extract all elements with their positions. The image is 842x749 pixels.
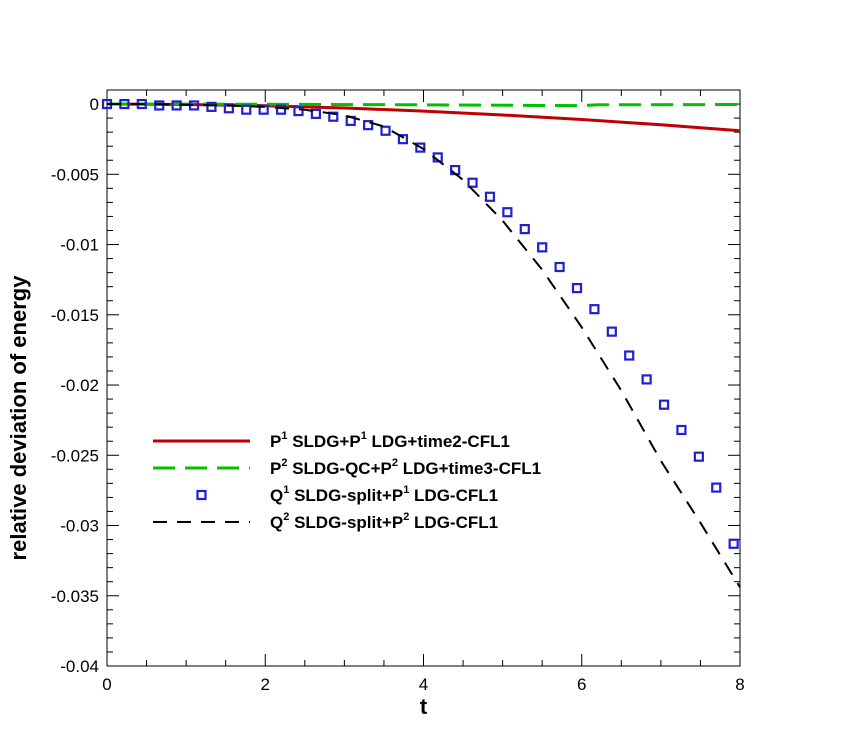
legend-text-part: LDG-CFL1 xyxy=(409,486,498,505)
data-point-marker xyxy=(728,538,739,549)
data-point-marker xyxy=(606,326,617,337)
data-point-marker xyxy=(397,134,409,145)
legend-text-part: SLDG-split+P xyxy=(289,513,403,532)
data-point-marker xyxy=(223,103,234,114)
data-point-marker xyxy=(328,111,339,122)
data-point-marker xyxy=(310,108,321,119)
legend-entry: Q1 SLDG-split+P1 LDG-CFL1 xyxy=(196,484,498,505)
y-tick-label: 0 xyxy=(90,95,99,114)
legend-label: Q1 SLDG-split+P1 LDG-CFL1 xyxy=(270,484,498,505)
axis-tick-labels: 0 2 4 6 8 0 -0.005 -0.01 -0.015 -0.02 -0.025 -0.03 -… xyxy=(51,95,745,694)
series-1 xyxy=(106,102,741,108)
legend-text-part: SLDG+P xyxy=(287,432,360,451)
legend-text-part: SLDG-split+P xyxy=(289,486,403,505)
data-point-marker xyxy=(571,282,583,294)
data-point-marker xyxy=(537,242,548,253)
series-3 xyxy=(107,103,741,588)
legend-text-part: Q xyxy=(270,486,283,505)
series-layer xyxy=(101,98,741,588)
data-point-marker xyxy=(484,191,496,202)
data-point-marker xyxy=(502,207,513,218)
legend-superscript: 1 xyxy=(283,484,289,496)
data-point-marker xyxy=(467,177,478,188)
data-point-marker xyxy=(293,105,304,117)
legend-text-part: SLDG-QC+P xyxy=(287,459,391,478)
data-point-marker xyxy=(275,104,287,115)
legend-entry: P1 SLDG+P1 LDG+time2-CFL1 xyxy=(153,430,510,451)
data-point-marker xyxy=(363,120,374,131)
y-tick-label: -0.025 xyxy=(51,446,99,465)
series-line xyxy=(107,103,741,588)
data-point-marker xyxy=(258,104,269,115)
data-point-marker xyxy=(589,304,600,315)
y-tick-label: -0.01 xyxy=(60,236,99,255)
legend-superscript: 1 xyxy=(281,430,287,442)
y-tick-label: -0.02 xyxy=(60,376,99,395)
legend-entry: Q2 SLDG-split+P2 LDG-CFL1 xyxy=(153,511,498,532)
legend-text-part: LDG+time2-CFL1 xyxy=(367,432,510,451)
data-point-marker xyxy=(415,142,426,153)
data-point-marker xyxy=(554,261,565,273)
data-point-marker xyxy=(693,451,704,462)
legend-text-part: LDG+time3-CFL1 xyxy=(398,459,541,478)
legend-marker xyxy=(196,489,207,501)
legend-superscript: 1 xyxy=(361,430,367,442)
series-0 xyxy=(106,102,741,133)
data-point-marker xyxy=(624,350,635,361)
data-point-marker xyxy=(380,125,391,136)
data-point-marker xyxy=(241,104,252,115)
data-point-marker xyxy=(676,424,687,436)
legend-entry: P2 SLDG-QC+P2 LDG+time3-CFL1 xyxy=(153,457,541,478)
x-tick-label: 6 xyxy=(577,675,586,694)
legend-label: P2 SLDG-QC+P2 LDG+time3-CFL1 xyxy=(270,457,541,478)
y-axis-title: relative deviation of energy xyxy=(6,275,31,561)
legend-text-part: Q xyxy=(270,513,283,532)
x-tick-label: 8 xyxy=(735,675,744,694)
y-tick-label: -0.03 xyxy=(60,517,99,536)
data-point-marker xyxy=(206,101,217,112)
series-line xyxy=(106,102,741,133)
legend-label: P1 SLDG+P1 LDG+time2-CFL1 xyxy=(270,430,510,451)
legend-label: Q2 SLDG-split+P2 LDG-CFL1 xyxy=(270,511,498,532)
y-tick-label: -0.04 xyxy=(60,657,99,676)
legend-superscript: 2 xyxy=(392,457,398,469)
legend-text-part: P xyxy=(270,459,281,478)
legend-text-part: P xyxy=(270,432,281,451)
legend-superscript: 2 xyxy=(281,457,287,469)
data-point-marker xyxy=(658,399,670,410)
y-tick-label: -0.005 xyxy=(51,165,99,184)
series-line xyxy=(106,102,741,108)
data-point-marker xyxy=(711,482,722,493)
y-tick-label: -0.035 xyxy=(51,587,99,606)
plot-area: 0 2 4 6 8 0 -0.005 -0.01 -0.015 -0.02 -0.025 -0.03 -… xyxy=(51,89,745,694)
legend-superscript: 1 xyxy=(403,484,409,496)
legend-superscript: 2 xyxy=(283,511,289,523)
x-axis-title: t xyxy=(420,694,428,719)
axis-ticks xyxy=(106,89,741,667)
legend-superscript: 2 xyxy=(403,511,409,523)
x-tick-label: 0 xyxy=(102,675,111,694)
plot-frame xyxy=(106,89,741,667)
data-point-marker xyxy=(519,223,530,235)
legend-text-part: LDG-CFL1 xyxy=(409,513,498,532)
x-tick-label: 4 xyxy=(419,675,428,694)
y-tick-label: -0.015 xyxy=(51,306,99,325)
data-point-marker xyxy=(154,100,165,111)
series-2 xyxy=(101,98,739,549)
data-point-marker xyxy=(641,374,652,385)
x-tick-label: 2 xyxy=(261,675,270,694)
